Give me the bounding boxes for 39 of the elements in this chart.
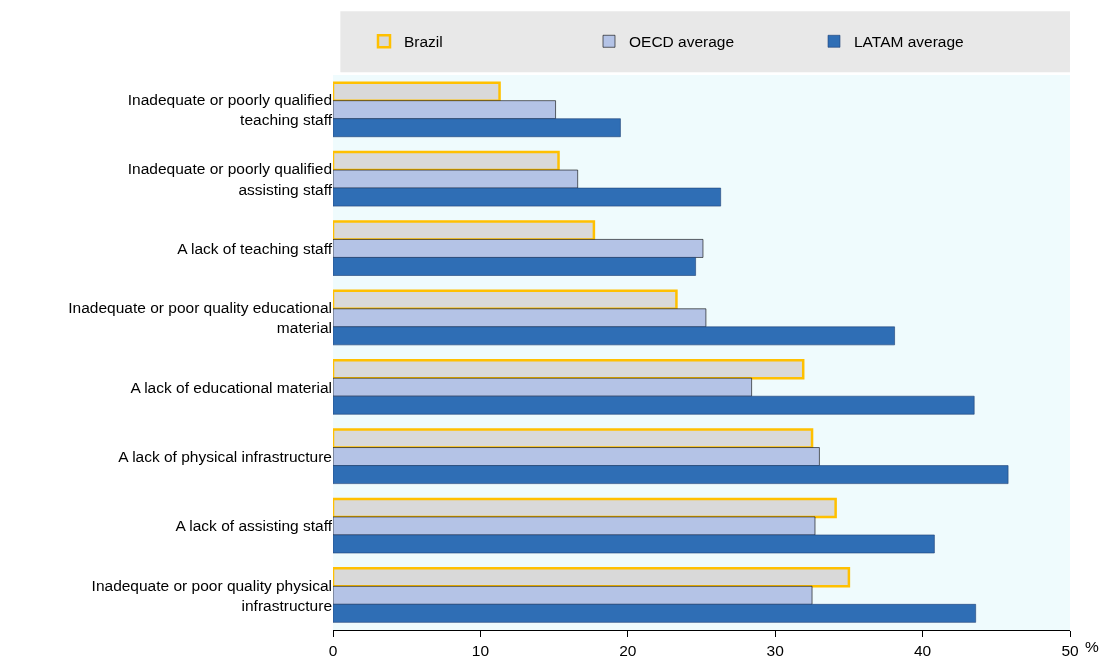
x-tick-label: 50 — [1061, 641, 1079, 659]
bar — [333, 100, 556, 120]
bar — [333, 118, 621, 138]
bar — [333, 534, 935, 554]
bar — [333, 395, 975, 415]
bar — [333, 377, 752, 397]
bar — [333, 187, 721, 207]
bar — [333, 516, 816, 536]
legend-label: LATAM average — [854, 33, 964, 51]
bar — [333, 257, 696, 276]
x-tick-label: 40 — [913, 641, 932, 659]
bar — [333, 358, 805, 380]
bar — [333, 326, 895, 346]
y-tick-label: Inadequate or poorly qualified teaching staff — [127, 91, 333, 129]
y-tick-label: A lack of educational material — [130, 378, 332, 396]
legend-label: Brazil — [404, 33, 443, 51]
bar — [333, 465, 1009, 484]
x-tick-label: 10 — [471, 641, 490, 659]
y-tick-label: A lack of assisting staff — [175, 517, 333, 535]
bar — [333, 220, 596, 241]
y-tick-label: Inadequate or poor quality educational material — [68, 299, 332, 337]
bar — [333, 169, 578, 189]
bar — [333, 604, 976, 623]
y-tick-label: Inadequate or poor quality physical infrastructure — [91, 576, 332, 614]
x-tick-label: 0 — [328, 641, 338, 659]
y-tick-label: A lack of teaching staff — [177, 239, 333, 257]
bar — [333, 567, 851, 588]
x-tick-label: 30 — [766, 641, 785, 659]
y-tick-label: Inadequate or poorly qualified assisting staff — [127, 160, 333, 198]
x-tick-label: 20 — [619, 641, 637, 659]
x-axis-title: % — [1085, 638, 1099, 655]
bar — [333, 428, 814, 449]
legend-label: OECD average — [629, 33, 735, 51]
bar — [333, 308, 707, 328]
bar — [333, 239, 704, 258]
bar — [333, 585, 813, 605]
y-tick-label: A lack of physical infrastructure — [118, 447, 332, 465]
bar — [333, 447, 820, 466]
bar — [333, 81, 501, 102]
